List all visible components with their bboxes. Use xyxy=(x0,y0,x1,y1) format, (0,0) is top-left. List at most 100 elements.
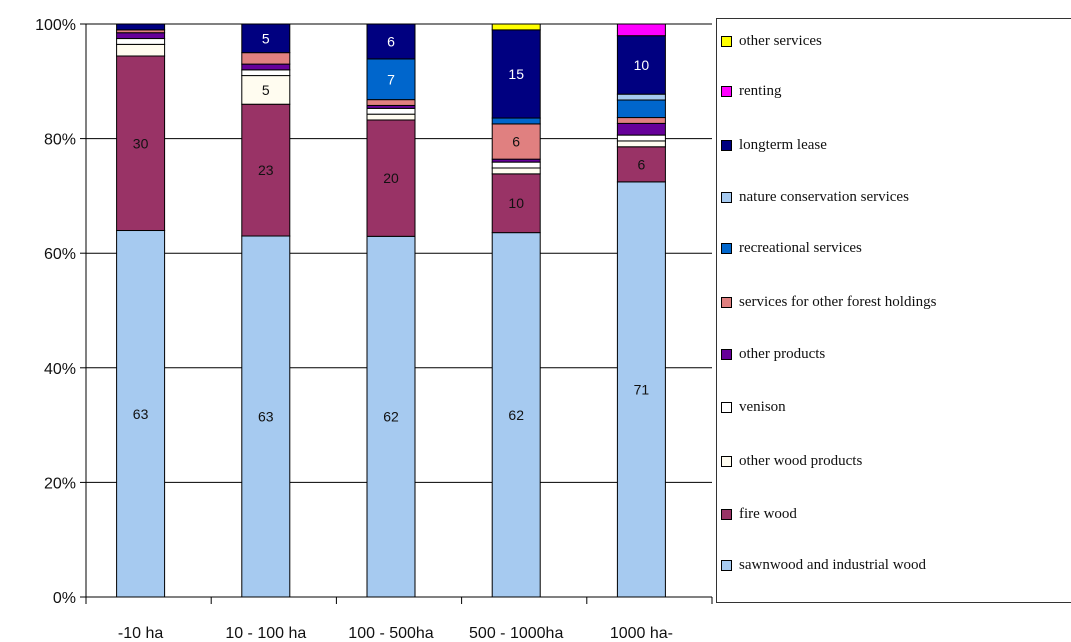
bar-segment xyxy=(366,23,416,60)
axes xyxy=(85,24,712,598)
x-tick-label: 500 - 1000ha xyxy=(469,625,563,642)
data-label: 71 xyxy=(634,381,650,397)
bar-segment xyxy=(616,134,666,142)
x-axis-ticks: -10 ha 10 - 100 ha 100 - 500ha 500 - 1000ha… xyxy=(85,597,713,642)
bar-segment xyxy=(241,52,291,65)
legend-swatch xyxy=(721,85,732,97)
data-label: 10 xyxy=(508,195,524,211)
legend-label: renting xyxy=(739,82,782,99)
legend-item: other services xyxy=(721,31,822,51)
bar-segment xyxy=(366,99,416,106)
bar-segment xyxy=(491,29,541,119)
data-label: 62 xyxy=(383,409,399,425)
data-label: 6 xyxy=(512,134,520,150)
bar-segment xyxy=(616,122,666,136)
y-tick-label: 20% xyxy=(44,475,76,492)
data-label: 20 xyxy=(383,170,399,186)
data-label: 62 xyxy=(508,407,524,423)
bar-segment xyxy=(366,119,416,237)
bar-segment xyxy=(616,117,666,124)
bars: 63 30 63 23 5 5 62 20 7 6 62 10 6 15 71 6 10 xyxy=(116,23,666,598)
legend-swatch xyxy=(721,559,732,571)
legend-item: services for other forest holdings xyxy=(721,292,936,312)
data-label: 10 xyxy=(634,57,650,73)
legend-swatch xyxy=(721,296,732,308)
legend-item: longterm lease xyxy=(721,135,827,155)
y-tick-label: 80% xyxy=(44,132,76,149)
bar-segment xyxy=(616,93,666,101)
bar-segment xyxy=(491,173,541,234)
data-label: 23 xyxy=(258,162,274,178)
data-label: 63 xyxy=(258,409,274,425)
legend-swatch xyxy=(721,508,732,520)
bar-segment xyxy=(116,32,166,40)
legend-label: services for other forest holdings xyxy=(739,293,937,310)
data-label: 5 xyxy=(262,82,270,98)
data-label: 63 xyxy=(133,406,149,422)
y-axis-ticks: 0% 20% 40% 60% 80% 100% xyxy=(35,17,86,607)
x-tick-label: 10 - 100 ha xyxy=(225,625,306,642)
legend-item: nature conservation services xyxy=(721,187,909,207)
data-label: 15 xyxy=(508,66,524,82)
legend-item: venison xyxy=(721,397,786,417)
bar-segment xyxy=(241,69,291,77)
bar-segment xyxy=(491,117,541,125)
legend-swatch xyxy=(721,401,732,413)
bar-segment xyxy=(366,58,416,101)
bar-segment xyxy=(491,167,541,175)
legend-item: other wood products xyxy=(721,451,862,471)
bar-segment xyxy=(616,181,666,598)
x-tick-label: 100 - 500ha xyxy=(348,625,434,642)
y-tick-label: 40% xyxy=(44,361,76,378)
bar-segment xyxy=(241,23,291,54)
bar-segment xyxy=(366,107,416,115)
bar-segment xyxy=(241,63,291,71)
bar-segment xyxy=(366,113,416,121)
bar-segment xyxy=(116,38,166,45)
y-tick-label: 60% xyxy=(44,246,76,263)
legend-item: sawnwood and industrial wood xyxy=(721,555,926,575)
legend-label: longterm lease xyxy=(739,136,827,153)
legend-item: recreational services xyxy=(721,238,862,258)
data-label: 6 xyxy=(387,33,395,49)
bar-segment xyxy=(616,146,666,183)
legend-item: other products xyxy=(721,344,825,364)
legend-swatch xyxy=(721,139,732,151)
bar-segment xyxy=(491,161,541,169)
legend-swatch xyxy=(721,191,732,203)
legend-swatch xyxy=(721,35,732,47)
x-tick-label: -10 ha xyxy=(118,625,163,642)
data-label: 5 xyxy=(262,30,270,46)
legend: other services renting longterm lease natur… xyxy=(716,18,1071,603)
bar-segment xyxy=(616,35,666,95)
legend-label: other services xyxy=(739,32,822,49)
legend-swatch xyxy=(721,242,732,254)
legend-swatch xyxy=(721,455,732,467)
bar-segment xyxy=(241,103,291,237)
legend-label: recreational services xyxy=(739,239,862,256)
bar-segment xyxy=(491,23,541,31)
bar-segment xyxy=(116,230,166,598)
legend-label: nature conservation services xyxy=(739,188,909,205)
y-tick-label: 100% xyxy=(35,17,76,34)
bar-segment xyxy=(241,75,291,105)
data-label: 6 xyxy=(638,156,646,172)
bar-segment xyxy=(116,55,166,232)
bar-segment xyxy=(616,23,666,37)
bar-segment xyxy=(116,43,166,57)
y-tick-label: 0% xyxy=(53,590,76,607)
legend-swatch xyxy=(721,348,732,360)
x-tick-label: 1000 ha- xyxy=(610,625,673,642)
legend-label: sawnwood and industrial wood xyxy=(739,556,927,573)
legend-label: venison xyxy=(739,398,786,415)
bar-segment xyxy=(616,140,666,148)
legend-label: other wood products xyxy=(739,452,863,469)
bar-segment xyxy=(366,235,416,598)
legend-label: other products xyxy=(739,345,826,362)
legend-item: fire wood xyxy=(721,504,797,524)
data-label: 30 xyxy=(133,135,149,151)
bar-segment xyxy=(616,99,666,119)
bar-segment xyxy=(241,235,291,598)
legend-label: fire wood xyxy=(739,505,797,522)
